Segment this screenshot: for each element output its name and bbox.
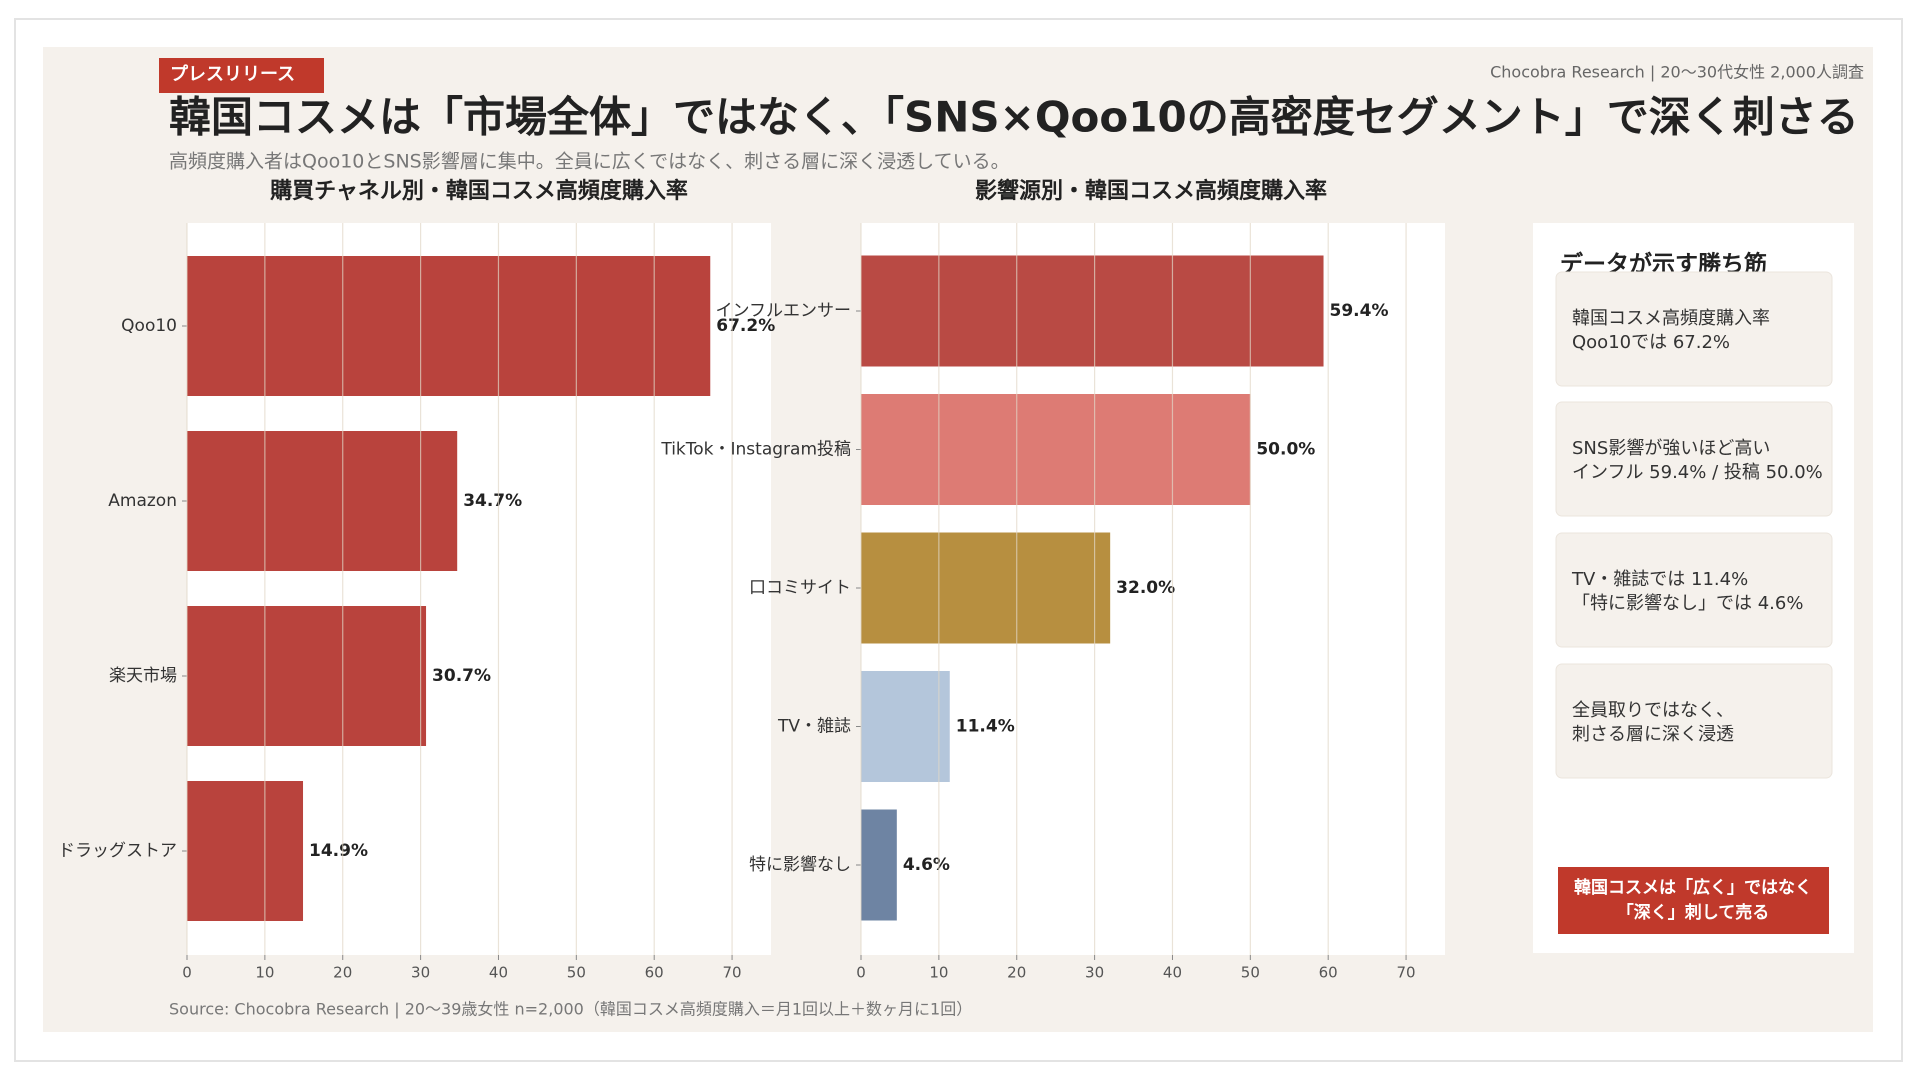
x-tick-label: 10 [255, 964, 274, 982]
bar [861, 671, 950, 782]
category-label: ドラッグストア [58, 841, 177, 861]
category-label: インフルエンサー [716, 301, 852, 321]
card-text: インフル 59.4% / 投稿 50.0% [1572, 462, 1823, 483]
bar [861, 394, 1251, 505]
x-tick-label: 30 [1085, 964, 1104, 982]
card [1555, 663, 1833, 779]
chart-title: 購買チャネル別・韓国コスメ高頻度購入率 [270, 178, 688, 204]
title: 韓国コスメは「市場全体」ではなく、「SNS×Qoo10の高密度セグメント」で深く… [169, 93, 1859, 142]
x-tick-label: 50 [567, 964, 586, 982]
x-tick-label: 30 [411, 964, 430, 982]
x-tick-label: 20 [1007, 964, 1026, 982]
value-label: 14.9% [309, 841, 368, 861]
value-label: 59.4% [1330, 301, 1389, 321]
category-label: Amazon [108, 491, 177, 511]
card [1555, 532, 1833, 648]
cta-text: 韓国コスメは「広く」ではなく [1574, 877, 1812, 898]
value-label: 30.7% [432, 666, 491, 686]
bar [187, 431, 458, 571]
category-label: 特に影響なし [749, 855, 851, 875]
x-tick-label: 10 [929, 964, 948, 982]
value-label: 34.7% [463, 491, 522, 511]
x-tick-label: 60 [1319, 964, 1338, 982]
bar [861, 532, 1111, 644]
bar [861, 809, 897, 921]
badge [159, 58, 324, 93]
x-tick-label: 60 [645, 964, 664, 982]
category-label: TV・雑誌 [777, 717, 851, 737]
x-tick-label: 0 [856, 964, 866, 982]
card-text: 韓国コスメ高頻度購入率 [1572, 308, 1770, 329]
chart-title: 影響源別・韓国コスメ高頻度購入率 [975, 178, 1327, 204]
bar [187, 606, 427, 746]
category-label: 楽天市場 [109, 666, 177, 686]
bar [187, 256, 711, 396]
card-text: 全員取りではなく、 [1572, 700, 1734, 721]
card-text: SNS影響が強いほど高い [1572, 438, 1770, 459]
value-label: 32.0% [1116, 578, 1175, 598]
x-tick-label: 0 [182, 964, 192, 982]
bar [187, 781, 304, 921]
value-label: 11.4% [956, 717, 1015, 737]
x-tick-label: 40 [1163, 964, 1182, 982]
subtitle: 高頻度購入者はQoo10とSNS影響層に集中。全員に広くではなく、刺さる層に深く… [169, 151, 1010, 173]
card-text: Qoo10では 67.2% [1572, 332, 1730, 353]
category-label: TikTok・Instagram投稿 [660, 440, 851, 460]
source: Source: Chocobra Research | 20〜39歳女性 n=2… [169, 1000, 972, 1019]
badge-text: プレスリリース [170, 63, 295, 85]
cta-box [1558, 867, 1829, 934]
x-tick-label: 50 [1241, 964, 1260, 982]
bar [861, 255, 1324, 367]
value-label: 67.2% [716, 316, 775, 336]
card [1555, 271, 1833, 387]
x-tick-label: 20 [333, 964, 352, 982]
category-label: 口コミサイト [749, 578, 851, 598]
x-tick-label: 70 [723, 964, 742, 982]
cta-text: 「深く」刺して売る [1617, 902, 1770, 923]
value-label: 50.0% [1256, 440, 1315, 460]
card-text: TV・雑誌では 11.4% [1571, 569, 1748, 590]
value-label: 4.6% [903, 855, 950, 875]
card-text: 刺さる層に深く浸透 [1572, 724, 1734, 745]
category-label: Qoo10 [121, 316, 177, 336]
x-tick-label: 70 [1397, 964, 1416, 982]
card [1555, 401, 1833, 517]
credit: Chocobra Research | 20〜30代女性 2,000人調査 [1490, 63, 1864, 82]
x-tick-label: 40 [489, 964, 508, 982]
card-text: 「特に影響なし」では 4.6% [1572, 593, 1803, 614]
